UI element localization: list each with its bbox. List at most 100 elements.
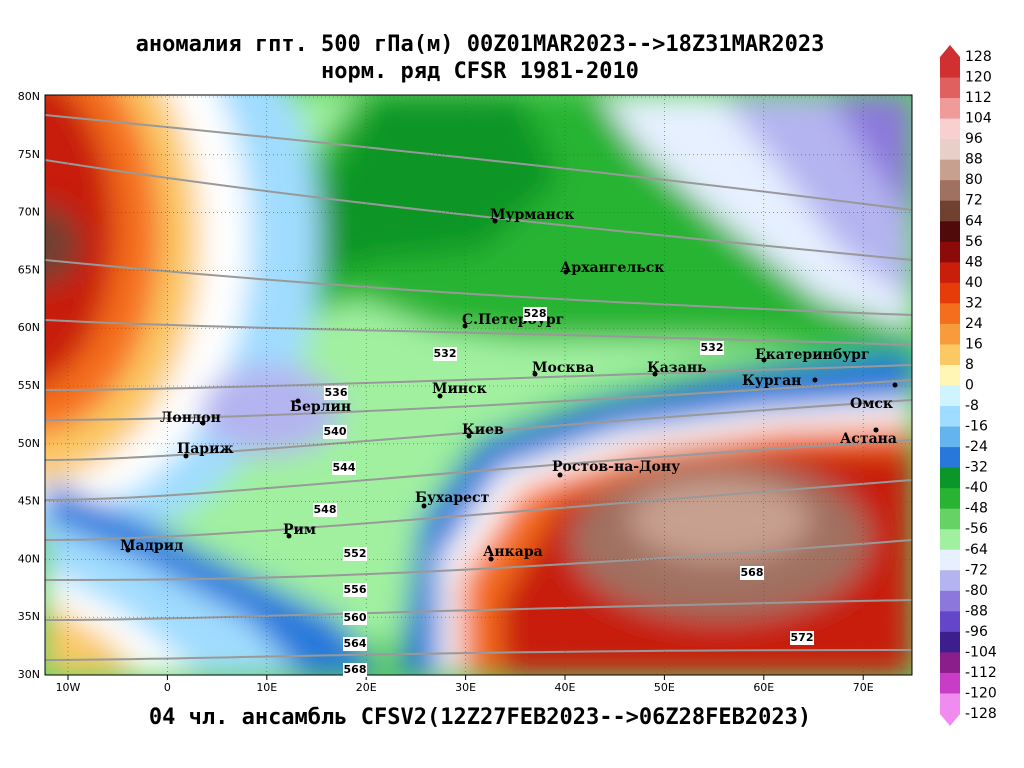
colorbar-label: 64 (965, 213, 983, 229)
colorbar-label: -120 (965, 685, 997, 701)
contour-label: 560 (344, 611, 367, 624)
city-label: Рим (283, 522, 316, 538)
contour-label-bg (343, 583, 367, 597)
colorbar-label: -16 (965, 419, 988, 435)
colorbar-swatch (940, 652, 960, 674)
colorbar-label: -72 (965, 562, 988, 578)
contour-label: 540 (324, 425, 347, 438)
colorbar-label: -104 (965, 644, 997, 660)
anomaly-field (45, 95, 912, 675)
colorbar-swatch (940, 98, 960, 120)
colorbar-swatch (940, 406, 960, 428)
colorbar-label: 56 (965, 234, 983, 250)
contour-label: 532 (434, 347, 457, 360)
lat-label: 45N (18, 495, 40, 508)
lon-label: 60E (753, 681, 774, 694)
colorbar-label: 80 (965, 172, 983, 188)
colorbar-label: -88 (965, 603, 988, 619)
city-label: Берлин (290, 399, 351, 415)
colorbar-swatch (940, 549, 960, 571)
colorbar-label: 32 (965, 295, 983, 311)
city-label: Казань (647, 360, 707, 376)
contour-label: 572 (791, 631, 814, 644)
contour-label: 552 (344, 547, 367, 560)
contour-label-bg (790, 631, 814, 645)
colorbar-swatch (940, 344, 960, 366)
lat-label: 65N (18, 263, 40, 276)
contour-label-bg (313, 503, 337, 517)
city-dot (125, 547, 131, 553)
colorbar-swatch (940, 672, 960, 694)
contour-label-bg (343, 611, 367, 625)
city-label: Лондон (160, 410, 221, 426)
colorbar-swatch (940, 611, 960, 633)
colorbar-swatch (940, 139, 960, 161)
lon-label: 10E (256, 681, 277, 694)
city-dot (892, 382, 898, 388)
city-label: Москва (532, 360, 594, 376)
contour-label: 528 (524, 307, 547, 320)
lon-label: 50E (654, 681, 675, 694)
colorbar-swatch (940, 529, 960, 551)
colorbar-label: -128 (965, 706, 997, 722)
city-dot (761, 357, 767, 363)
city-dot (492, 218, 498, 224)
lat-label: 75N (18, 148, 40, 161)
city-dot (873, 427, 879, 433)
colorbar-swatch (940, 159, 960, 181)
lat-label: 35N (18, 610, 40, 623)
lat-label: 60N (18, 321, 40, 334)
colorbar-swatch (940, 631, 960, 653)
contour-label: 544 (333, 461, 356, 474)
contour-label: 532 (701, 341, 724, 354)
lon-label: 40E (555, 681, 576, 694)
city-label: Астана (840, 431, 897, 447)
colorbar-label: 40 (965, 275, 983, 291)
colorbar-label: -8 (965, 398, 979, 414)
city-dot (200, 420, 206, 426)
colorbar-swatch (940, 262, 960, 284)
colorbar-swatch (940, 570, 960, 592)
colorbar-label: -24 (965, 439, 988, 455)
colorbar-swatch (940, 385, 960, 407)
colorbar-swatch (940, 364, 960, 386)
city-dot (563, 269, 569, 275)
colorbar-label: 16 (965, 336, 983, 352)
colorbar-swatch (940, 282, 960, 304)
contour-label: 568 (741, 566, 764, 579)
city-dot (812, 377, 818, 383)
city-dot (557, 472, 563, 478)
city-label: Мурманск (490, 207, 574, 223)
colorbar-label: -40 (965, 480, 988, 496)
colorbar-swatch (940, 241, 960, 263)
colorbar-label: 48 (965, 254, 983, 270)
contour-label-bg (433, 347, 457, 361)
colorbar-swatch (940, 508, 960, 530)
colorbar-label: -80 (965, 583, 988, 599)
lat-label: 80N (18, 90, 40, 103)
colorbar-label: 0 (965, 378, 974, 394)
colorbar-swatch (940, 221, 960, 243)
city-label: Мадрид (120, 538, 183, 554)
colorbar-swatch (940, 303, 960, 325)
contour-label-bg (343, 547, 367, 561)
colorbar-label: 128 (965, 49, 992, 65)
city-dot (183, 453, 189, 459)
city-dot (462, 323, 468, 329)
contour-label-bg (323, 425, 347, 439)
contour-label-bg (740, 566, 764, 580)
colorbar-swatch (940, 323, 960, 345)
colorbar-label: -112 (965, 665, 997, 681)
colorbar-swatch (940, 693, 960, 715)
contour-label-bg (324, 386, 348, 400)
city-label: Минск (432, 381, 487, 397)
colorbar-label: 104 (965, 111, 992, 127)
lat-label: 40N (18, 552, 40, 565)
city-dot (466, 433, 472, 439)
colorbar-arrow-top (940, 45, 960, 57)
colorbar-swatch (940, 426, 960, 448)
colorbar-swatch (940, 590, 960, 612)
colorbar-swatch (940, 57, 960, 79)
city-label: Киев (462, 422, 504, 438)
